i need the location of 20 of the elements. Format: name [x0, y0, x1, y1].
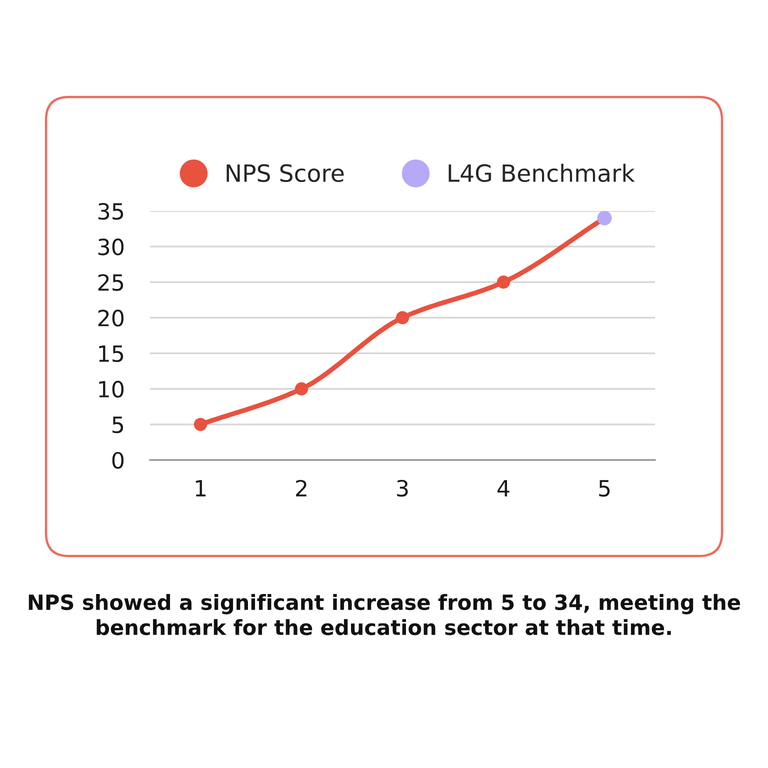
point [396, 311, 410, 324]
x-tick-label: 4 [498, 480, 510, 496]
legend-label: NPS Score [226, 164, 344, 182]
y-tick-label: 10 [99, 380, 124, 398]
y-tick-label: 0 [112, 452, 124, 469]
y-tick-label: 15 [99, 346, 124, 362]
text: NPS showed a significant increase from 5 to 34, meeting the benchmark for the education sector at that time. [28, 594, 740, 636]
point [496, 276, 510, 289]
x-tick-label: 5 [599, 480, 610, 497]
x-tick-label: 1 [196, 480, 206, 496]
point [294, 382, 308, 396]
y-tick-label: 20 [98, 310, 124, 326]
x-tick-label: 3 [397, 480, 408, 497]
y-tick-label: 5 [112, 416, 124, 434]
y-tick-label: 25 [98, 274, 124, 291]
y-tick-label: 35 [98, 202, 124, 220]
y-tick-label: 30 [98, 238, 124, 256]
x-tick-label: 2 [296, 480, 306, 496]
legend-label: L4G Benchmark [448, 164, 635, 182]
point [194, 418, 208, 432]
